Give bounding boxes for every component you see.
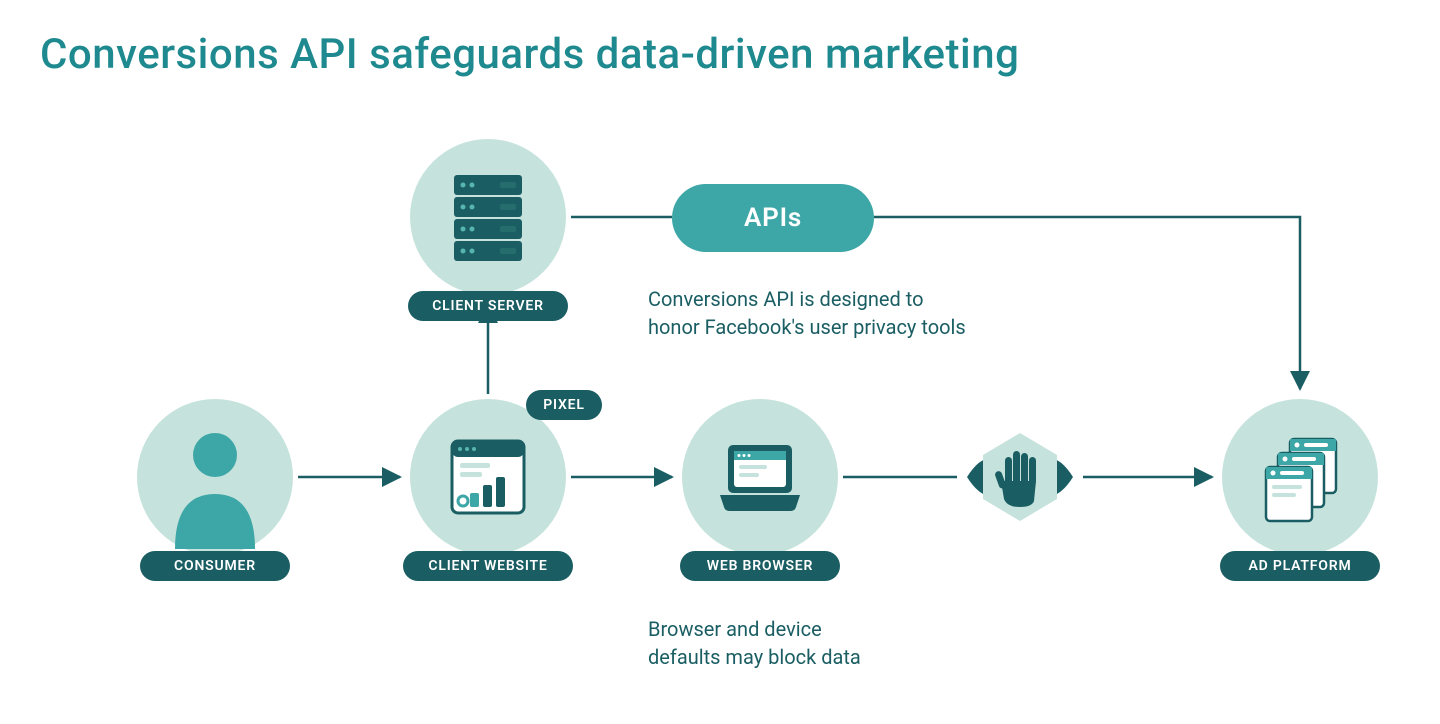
pixel-badge: PIXEL [526,390,602,420]
website-icon [410,399,566,555]
ad-platform-label-pill: AD PLATFORM [1220,551,1380,581]
browser-desc-line1: Browser and device [648,615,861,643]
web-browser-node [682,399,838,555]
api-desc-line1: Conversions API is designed to [648,285,966,313]
apis-pill: APIs [672,184,874,252]
web-browser-label-pill: WEB BROWSER [680,551,840,581]
page-title: Conversions API safeguards data-driven m… [40,30,1019,79]
consumer-label-pill: CONSUMER [140,551,290,581]
pixel-label: PIXEL [543,397,584,413]
person-icon [137,399,293,555]
blocker-node [957,427,1083,527]
client-server-label: CLIENT SERVER [432,298,544,314]
browser-description: Browser and device defaults may block da… [648,615,861,671]
ad-platform-label: AD PLATFORM [1248,558,1351,574]
consumer-node [137,399,293,555]
client-server-label-pill: CLIENT SERVER [408,291,568,321]
api-desc-line2: honor Facebook's user privacy tools [648,313,966,341]
browser-desc-line2: defaults may block data [648,643,861,671]
ad-platform-node [1222,399,1378,555]
client-server-node [410,139,566,295]
server-icon [410,139,566,295]
apis-label: APIs [744,203,802,233]
laptop-icon [682,399,838,555]
web-browser-label: WEB BROWSER [707,558,813,574]
client-website-label: CLIENT WEBSITE [428,558,547,574]
hand-stop-icon [957,427,1083,527]
api-description: Conversions API is designed to honor Fac… [648,285,966,341]
ad-cards-icon [1222,399,1378,555]
client-website-node [410,399,566,555]
client-website-label-pill: CLIENT WEBSITE [403,551,573,581]
consumer-label: CONSUMER [174,558,256,574]
